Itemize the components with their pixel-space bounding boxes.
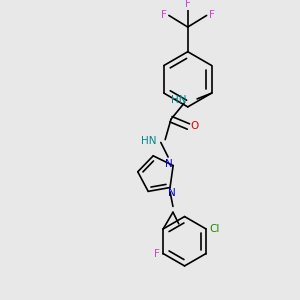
Text: F: F: [185, 0, 191, 9]
Text: F: F: [161, 11, 167, 20]
Text: N: N: [168, 188, 176, 198]
Text: O: O: [191, 122, 199, 131]
Text: HN: HN: [172, 95, 187, 105]
Text: F: F: [154, 249, 160, 259]
Text: HN: HN: [141, 136, 157, 146]
Text: Cl: Cl: [209, 224, 219, 234]
Text: F: F: [209, 11, 215, 20]
Text: N: N: [165, 159, 173, 169]
